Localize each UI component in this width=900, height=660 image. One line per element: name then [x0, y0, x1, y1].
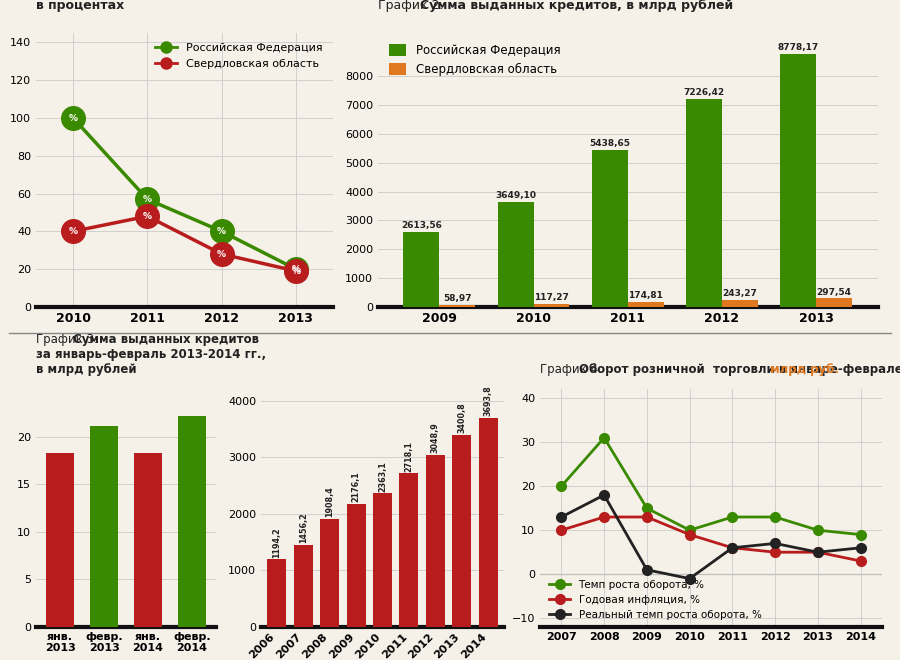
Text: млрд руб.: млрд руб. [770, 362, 839, 376]
Text: График 2.: График 2. [378, 0, 447, 12]
Bar [498, 202, 534, 307]
Text: %: % [217, 227, 226, 236]
Text: 3048,9: 3048,9 [431, 422, 440, 453]
Text: График 3.: График 3. [36, 333, 102, 346]
Legend: Темп роста оборота, %, Годовая инфляция, %, Реальный темп роста оборота, %: Темп роста оборота, %, Годовая инфляция,… [545, 576, 766, 624]
Text: 2363,1: 2363,1 [378, 461, 387, 492]
Text: %: % [143, 212, 152, 220]
Text: 1194,2: 1194,2 [273, 527, 282, 558]
Text: %: % [292, 267, 301, 275]
Text: %: % [68, 114, 77, 123]
Bar [293, 544, 313, 627]
Bar [628, 302, 663, 307]
Text: 3693,8: 3693,8 [483, 385, 492, 416]
Bar [400, 473, 419, 627]
Bar [816, 298, 852, 307]
Text: 1456,2: 1456,2 [299, 512, 308, 543]
Text: 2613,56: 2613,56 [400, 221, 442, 230]
Text: Сумма выданных кредитов: Сумма выданных кредитов [73, 333, 259, 346]
Bar [780, 54, 816, 307]
Text: 5438,65: 5438,65 [590, 139, 630, 148]
Text: в млрд рублей: в млрд рублей [36, 362, 137, 376]
Bar [177, 416, 206, 627]
Bar [534, 304, 570, 307]
Bar [46, 453, 75, 627]
Bar [426, 455, 445, 627]
Bar [479, 418, 498, 627]
Bar [403, 232, 439, 307]
Legend: Российская Федерация, Свердловская область: Российская Федерация, Свердловская облас… [384, 39, 565, 81]
Text: 8778,17: 8778,17 [778, 43, 819, 52]
Bar [592, 150, 628, 307]
Bar [267, 560, 286, 627]
Text: 7226,42: 7226,42 [683, 88, 724, 97]
Bar [90, 426, 118, 627]
Bar [686, 98, 722, 307]
Text: 3400,8: 3400,8 [457, 402, 466, 433]
Text: 243,27: 243,27 [723, 289, 757, 298]
Bar [134, 453, 162, 627]
Text: График 4.: График 4. [540, 362, 606, 376]
Bar [320, 519, 339, 627]
Text: %: % [68, 227, 77, 236]
Text: %: % [292, 265, 301, 274]
Text: %: % [217, 249, 226, 259]
Bar [439, 305, 475, 307]
Text: 2718,1: 2718,1 [404, 441, 413, 471]
Bar [722, 300, 758, 307]
Bar [373, 493, 392, 627]
Legend: Российская Федерация, Свердловская область: Российская Федерация, Свердловская облас… [151, 38, 328, 73]
Text: в процентах: в процентах [36, 0, 124, 12]
Bar [452, 435, 472, 627]
Text: %: % [143, 195, 152, 204]
Text: 1908,4: 1908,4 [325, 486, 334, 517]
Bar [346, 504, 365, 627]
Text: 117,27: 117,27 [534, 293, 569, 302]
Text: 2176,1: 2176,1 [352, 471, 361, 502]
Text: 3649,10: 3649,10 [495, 191, 536, 200]
Text: за январь-февраль 2013-2014 гг.,: за январь-февраль 2013-2014 гг., [36, 348, 266, 361]
Text: Сумма выданных кредитов, в млрд рублей: Сумма выданных кредитов, в млрд рублей [420, 0, 734, 12]
Text: 174,81: 174,81 [628, 291, 663, 300]
Text: 297,54: 297,54 [816, 288, 851, 296]
Text: 58,97: 58,97 [443, 294, 472, 304]
Text: Оборот розничной  торговли в январе-феврале,: Оборот розничной торговли в январе-февра… [579, 362, 900, 376]
